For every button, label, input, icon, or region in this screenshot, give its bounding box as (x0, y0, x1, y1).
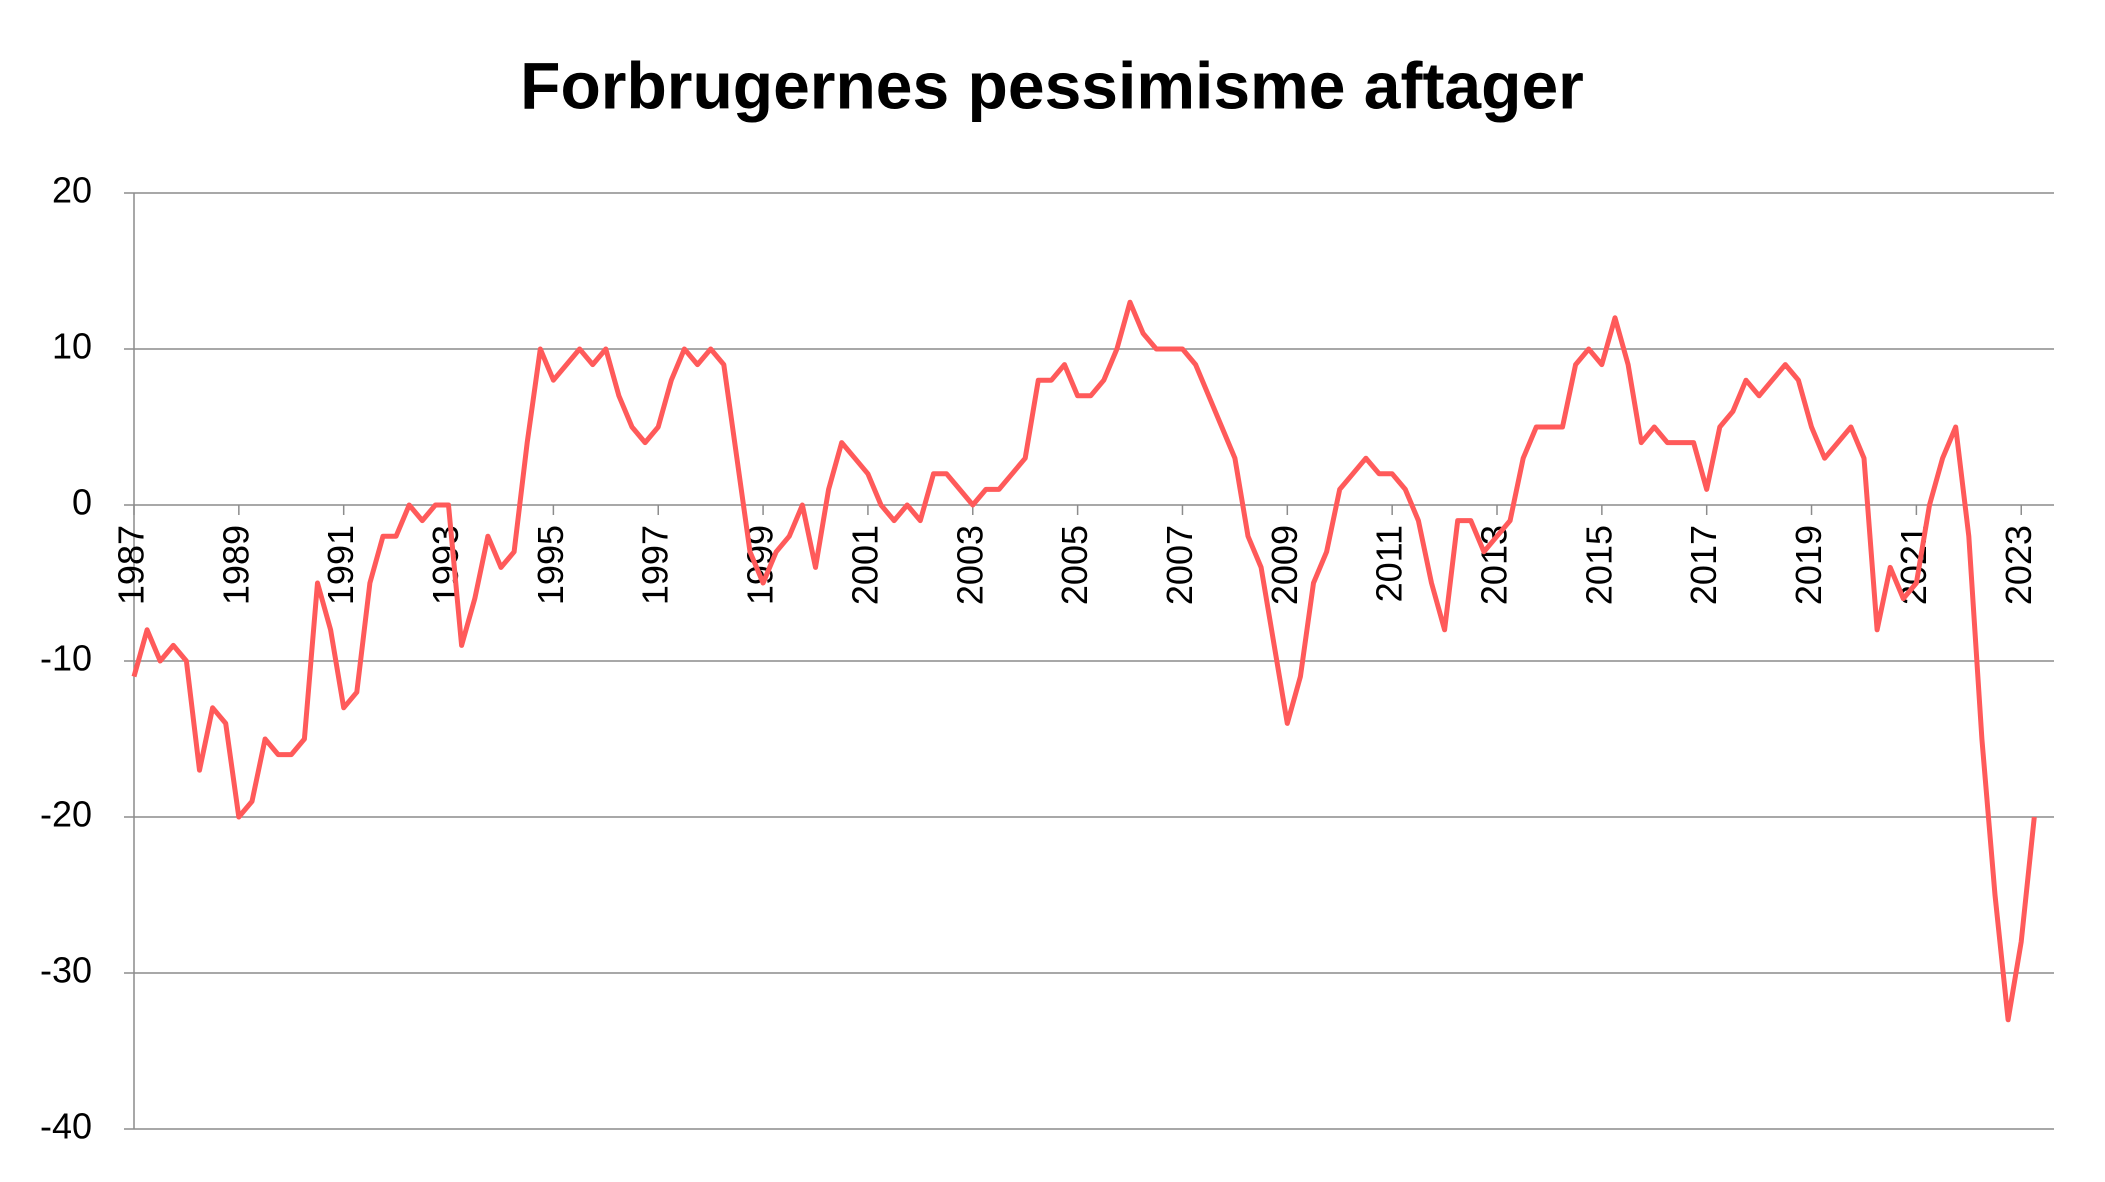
y-tick-label: 0 (72, 482, 92, 523)
x-tick-label: 2003 (949, 525, 990, 605)
y-tick-label: 10 (52, 326, 92, 367)
x-tick-label: 2019 (1788, 525, 1829, 605)
x-tick-label: 2005 (1054, 525, 1095, 605)
y-tick-label: -20 (40, 794, 92, 835)
chart-title: Forbrugernes pessimisme aftager (520, 48, 1584, 122)
y-tick-label: -30 (40, 950, 92, 991)
y-tick-label: 20 (52, 170, 92, 211)
y-tick-label: -40 (40, 1106, 92, 1147)
line-series (131, 299, 2037, 1023)
x-tick-label: 2007 (1159, 525, 1200, 605)
x-tick-label: 1987 (111, 525, 152, 605)
y-tick-label: -10 (40, 638, 92, 679)
x-tick-label: 2009 (1264, 525, 1305, 605)
x-tick-label: 2015 (1578, 525, 1619, 605)
x-tick-label: 1991 (320, 525, 361, 605)
x-tick-label: 2017 (1683, 525, 1724, 605)
x-tick-label: 1989 (215, 525, 256, 605)
x-tick-label: 2011 (1369, 525, 1410, 602)
x-tick-label: 1993 (425, 525, 466, 605)
x-tick-label: 1995 (530, 525, 571, 605)
x-tick-label: 1997 (635, 525, 676, 605)
x-tick-label: 2001 (844, 525, 885, 605)
x-tick-label: 2023 (1998, 525, 2039, 605)
